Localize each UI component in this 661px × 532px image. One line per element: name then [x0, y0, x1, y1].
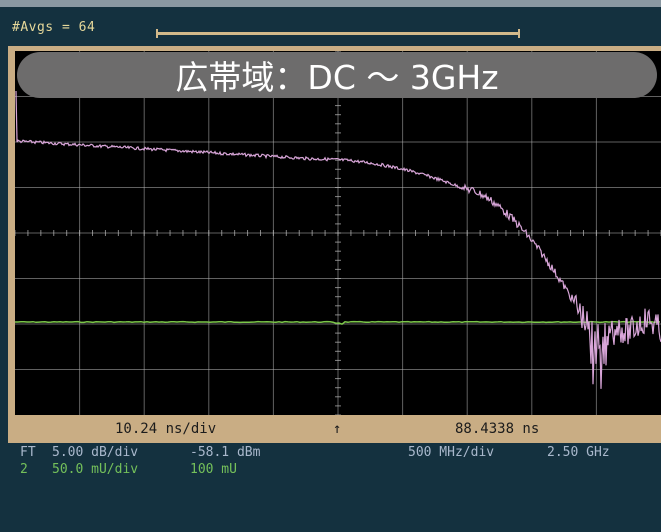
bandwidth-banner: 広帯域：DC ～ 3GHz	[17, 52, 657, 98]
time-position-label: 88.4338 ns	[455, 421, 540, 437]
ch1-level: -58.1 dBm	[190, 445, 261, 460]
waveform-svg	[15, 51, 661, 415]
graticule	[15, 51, 661, 415]
ch1-label: FT	[20, 445, 36, 460]
ch1-scale: 5.00 dB/div	[52, 445, 139, 460]
fft-trace	[15, 90, 661, 389]
channel-readouts: FT 5.00 dB/div -58.1 dBm 500 MHz/div 2.5…	[0, 445, 661, 485]
status-bar	[0, 7, 661, 41]
time-per-div-label: 10.24 ns/div	[115, 421, 217, 437]
freq-per-div: 500 MHz/div	[408, 445, 495, 460]
trigger-position-marker[interactable]: ↑	[333, 421, 342, 437]
timebase-bar	[15, 416, 661, 441]
top-frame-edge	[0, 0, 661, 7]
averages-readout: #Avgs = 64	[12, 20, 96, 35]
channel-2-trace	[15, 320, 661, 326]
ch2-scale: 50.0 mU/div	[52, 462, 139, 477]
ch2-offset: 100 mU	[190, 462, 237, 477]
waveform-display[interactable]	[15, 51, 661, 415]
ch2-label: 2	[20, 462, 28, 477]
freq-center: 2.50 GHz	[547, 445, 610, 460]
record-length-bracket[interactable]	[156, 29, 520, 39]
